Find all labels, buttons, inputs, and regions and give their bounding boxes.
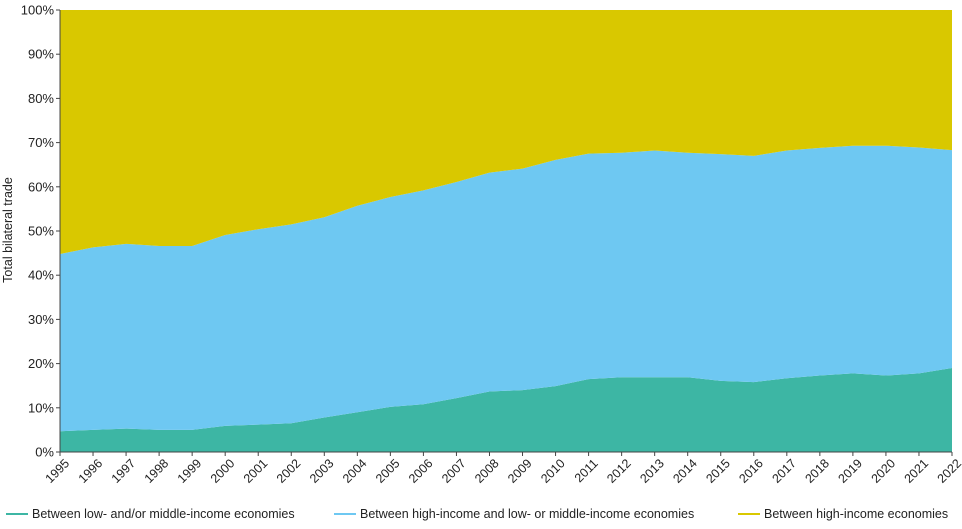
legend: Between low- and/or middle-income econom… <box>0 505 962 523</box>
legend-label-high-low-middle: Between high-income and low- or middle-i… <box>360 507 695 521</box>
x-tick-label: 2020 <box>869 456 899 486</box>
x-tick-label: 2007 <box>439 456 469 486</box>
x-tick-label: 2006 <box>406 456 436 486</box>
y-tick-label: 60% <box>28 179 54 194</box>
y-tick-label: 50% <box>28 224 54 239</box>
legend-swatch-low-middle <box>6 513 28 515</box>
x-tick-label: 2015 <box>703 456 733 486</box>
x-tick-label: 1999 <box>175 456 205 486</box>
legend-item-high-low-middle: Between high-income and low- or middle-i… <box>334 507 694 521</box>
x-tick-label: 2014 <box>670 456 700 486</box>
x-tick-label: 1997 <box>109 456 139 486</box>
legend-label-high-income: Between high-income economies <box>764 507 949 521</box>
y-tick-label: 40% <box>28 268 54 283</box>
x-tick-label: 2008 <box>472 456 502 486</box>
area-layers <box>60 10 952 452</box>
legend-swatch-high-income <box>738 513 760 515</box>
y-tick-label: 70% <box>28 135 54 150</box>
x-tick-label: 2012 <box>604 456 634 486</box>
x-tick-label: 2001 <box>241 456 271 486</box>
area-between-high-income-economies <box>60 10 952 254</box>
x-tick-label: 2004 <box>340 456 370 486</box>
x-tick-label: 2003 <box>307 456 337 486</box>
x-tick-label: 1996 <box>76 456 106 486</box>
y-tick-label: 90% <box>28 47 54 62</box>
x-tick-label: 2018 <box>802 456 832 486</box>
legend-item-high-income: Between high-income economies <box>738 507 948 521</box>
x-tick-label: 2009 <box>505 456 535 486</box>
area-between-high-income-and-low-or-middle-income-economies <box>60 145 952 432</box>
legend-swatch-high-low-middle <box>334 513 356 515</box>
x-tick-label: 2013 <box>637 456 667 486</box>
x-tick-label: 2010 <box>538 456 568 486</box>
x-tick-label: 2017 <box>769 456 799 486</box>
y-tick-label: 100% <box>21 3 55 18</box>
y-tick-label: 80% <box>28 91 54 106</box>
legend-label-low-middle: Between low- and/or middle-income econom… <box>32 507 295 521</box>
x-tick-label: 1995 <box>43 456 73 486</box>
x-tick-label: 2000 <box>208 456 238 486</box>
x-tick-label: 1998 <box>142 456 172 486</box>
x-tick-label: 2005 <box>373 456 403 486</box>
y-tick-label: 30% <box>28 312 54 327</box>
x-tick-label: 2002 <box>274 456 304 486</box>
y-tick-label: 20% <box>28 356 54 371</box>
y-tick-label: 0% <box>35 445 54 460</box>
x-tick-label: 2016 <box>736 456 766 486</box>
x-tick-label: 2022 <box>935 456 962 486</box>
area-between-low-and-or-middle-income-economies <box>60 368 952 452</box>
x-tick-label: 2011 <box>572 456 601 485</box>
x-tick-label: 2021 <box>902 456 932 486</box>
y-axis-title: Total bilateral trade <box>1 177 15 283</box>
y-tick-label: 10% <box>28 400 54 415</box>
legend-item-low-middle: Between low- and/or middle-income econom… <box>6 507 295 521</box>
x-tick-label: 2019 <box>836 456 866 486</box>
